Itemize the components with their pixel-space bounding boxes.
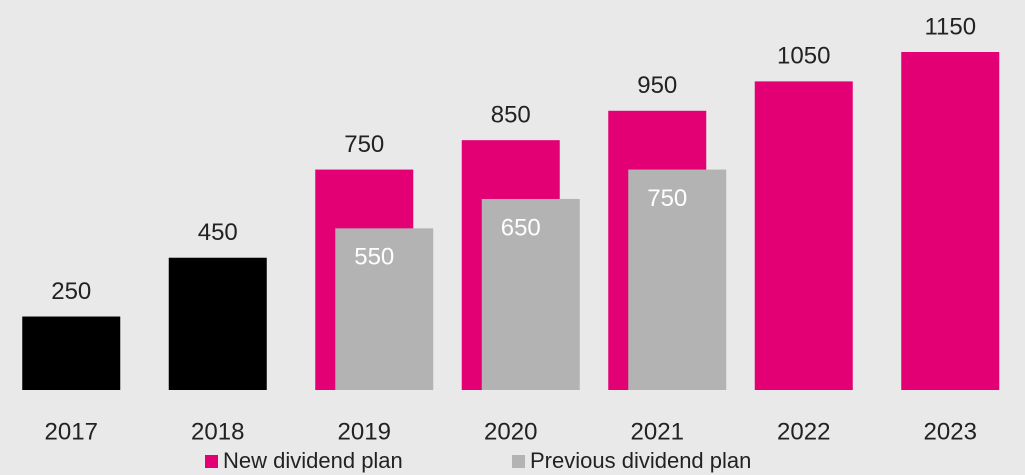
x-tick-label: 2021	[631, 418, 684, 445]
bar	[168, 257, 267, 390]
data-label: 750	[344, 131, 384, 158]
bar	[481, 198, 580, 390]
data-label: 850	[491, 102, 531, 129]
x-tick-label: 2018	[191, 418, 244, 445]
legend-label: Previous dividend plan	[530, 448, 751, 473]
legend-swatch	[512, 455, 525, 468]
x-tick-label: 2017	[45, 418, 98, 445]
data-label: 450	[198, 219, 238, 246]
data-label: 950	[637, 72, 677, 99]
data-label: 550	[354, 244, 394, 271]
data-label: 750	[647, 185, 687, 212]
x-tick-label: 2019	[338, 418, 391, 445]
bar	[754, 81, 853, 391]
legend-label: New dividend plan	[223, 448, 403, 473]
bar	[335, 228, 434, 390]
bar	[901, 52, 1000, 390]
x-tick-label: 2022	[777, 418, 830, 445]
data-label: 1150	[924, 13, 976, 40]
bar	[628, 169, 727, 390]
data-label: 650	[501, 214, 541, 241]
data-label: 250	[51, 278, 91, 305]
bar	[22, 316, 121, 390]
data-label: 1050	[777, 43, 830, 70]
legend-swatch	[205, 455, 218, 468]
x-tick-label: 2023	[924, 418, 977, 445]
x-tick-label: 2020	[484, 418, 537, 445]
